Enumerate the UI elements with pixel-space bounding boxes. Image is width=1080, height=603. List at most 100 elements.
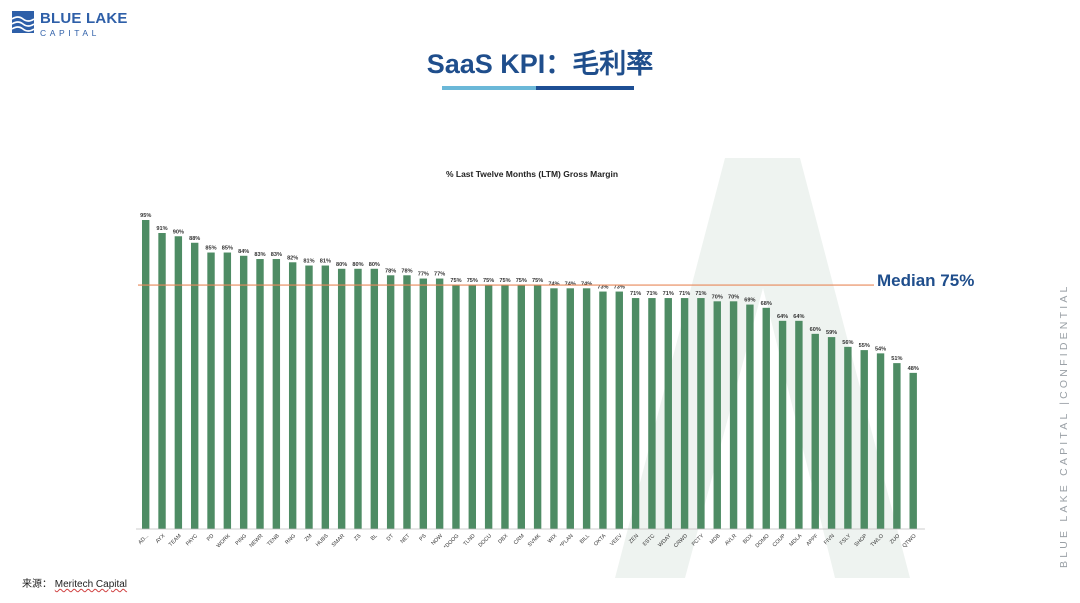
value-label: 71% <box>663 291 674 297</box>
category-label: AVLR <box>724 533 738 547</box>
bar-wday <box>664 298 672 529</box>
value-label: 75% <box>467 278 478 284</box>
bar-zs <box>354 268 362 529</box>
value-label: 77% <box>418 272 429 278</box>
value-label: 55% <box>859 343 870 349</box>
value-label: 68% <box>761 301 772 307</box>
value-label: 75% <box>516 278 527 284</box>
bar-svmk <box>533 285 542 529</box>
category-label: QTWO <box>902 533 918 549</box>
source-value: Meritech Capital <box>54 579 128 590</box>
value-label: 51% <box>891 356 902 362</box>
bar-ayx <box>158 233 166 529</box>
bar-fivn <box>827 337 836 529</box>
bar-team <box>174 236 183 529</box>
category-label: NET <box>400 533 412 545</box>
category-label: WIX <box>547 533 559 545</box>
chart-title: % Last Twelve Months (LTM) Gross Margin <box>446 169 618 179</box>
category-label: DOMO <box>755 533 771 549</box>
bar-crm <box>517 285 525 529</box>
value-label: 75% <box>450 278 461 284</box>
category-label: ZS <box>353 533 362 542</box>
bar-zuo <box>893 363 901 529</box>
value-label: 75% <box>483 278 494 284</box>
category-label: SMAR <box>331 533 346 548</box>
value-label: 74% <box>581 281 592 287</box>
bar-veev <box>615 291 623 529</box>
logo-mark-icon <box>12 11 34 33</box>
bar-shop <box>860 350 868 529</box>
bar-ps <box>419 278 428 529</box>
category-label: ESTC <box>642 533 656 547</box>
bar-appf <box>811 333 819 529</box>
value-label: 81% <box>303 259 314 265</box>
category-label: TWLO <box>870 533 885 548</box>
bars-group: 95% AD... 91% AYX 90% TEAM 88% PAYC 85% PD 85% WORK… <box>137 213 918 551</box>
value-label: 70% <box>728 294 739 300</box>
value-label: 84% <box>238 249 249 255</box>
category-label: AD... <box>137 533 150 546</box>
bar-rng <box>288 262 297 529</box>
category-label: FIVN <box>823 533 836 546</box>
value-label: 73% <box>597 285 608 291</box>
value-label: 75% <box>499 278 510 284</box>
value-label: 74% <box>565 281 576 287</box>
category-label: PAYC <box>185 533 199 547</box>
value-label: 77% <box>434 272 445 278</box>
category-label: OKTA <box>593 533 608 548</box>
value-label: 75% <box>532 278 543 284</box>
bar-payc <box>190 242 199 529</box>
bar-mdb <box>713 301 721 529</box>
value-label: 90% <box>173 229 184 235</box>
category-label: PD <box>206 533 216 543</box>
value-label: 95% <box>140 213 151 219</box>
category-label: RNG <box>284 533 297 546</box>
bar-plan <box>566 288 574 529</box>
bar-wix <box>550 288 558 529</box>
category-label: APPF <box>805 533 820 548</box>
category-label: NOW <box>430 533 444 547</box>
median-label: Median 75% <box>877 271 975 290</box>
category-label: *DOOG <box>443 533 460 550</box>
category-label: TEAM <box>168 533 183 548</box>
category-label: WORK <box>216 533 232 549</box>
category-label: COUP <box>772 533 788 549</box>
bar-work <box>223 252 232 530</box>
category-label: *PLAN <box>559 533 575 549</box>
value-label: 80% <box>369 262 380 268</box>
category-label: HUBS <box>315 533 330 548</box>
category-label: SHOP <box>854 533 869 548</box>
category-label: BOX <box>742 533 755 546</box>
category-label: CRM <box>513 533 526 546</box>
bar-now <box>435 278 444 529</box>
title-underline <box>442 86 634 90</box>
category-label: DT <box>386 533 396 543</box>
confidential-side-text: BLUE LAKE CAPITAL |CONFIDENTIAL <box>1058 283 1070 568</box>
category-label: PCTY <box>691 533 706 548</box>
bar-tlnd <box>468 285 476 529</box>
bar-dbx <box>501 285 509 529</box>
value-label: 78% <box>401 268 412 274</box>
value-label: 70% <box>712 294 723 300</box>
bar-bl <box>370 268 379 529</box>
bar-newr <box>256 259 264 529</box>
bar-mdla <box>795 320 803 529</box>
category-label: BILL <box>579 533 591 545</box>
value-label: 71% <box>646 291 657 297</box>
value-label: 69% <box>744 298 755 304</box>
bar-pcty <box>697 298 705 529</box>
value-label: 71% <box>695 291 706 297</box>
bar-ad <box>142 220 150 529</box>
bar-fsly <box>844 346 852 529</box>
value-label: 71% <box>679 291 690 297</box>
bar-crwd <box>680 298 689 529</box>
value-label: 74% <box>548 281 559 287</box>
value-label: 88% <box>189 236 200 242</box>
value-label: 85% <box>205 246 216 252</box>
logo-name: BLUE LAKE <box>40 10 128 27</box>
bar-docu <box>484 285 493 529</box>
value-label: 56% <box>842 340 853 346</box>
value-label: 48% <box>908 366 919 372</box>
category-label: TLND <box>463 533 477 547</box>
